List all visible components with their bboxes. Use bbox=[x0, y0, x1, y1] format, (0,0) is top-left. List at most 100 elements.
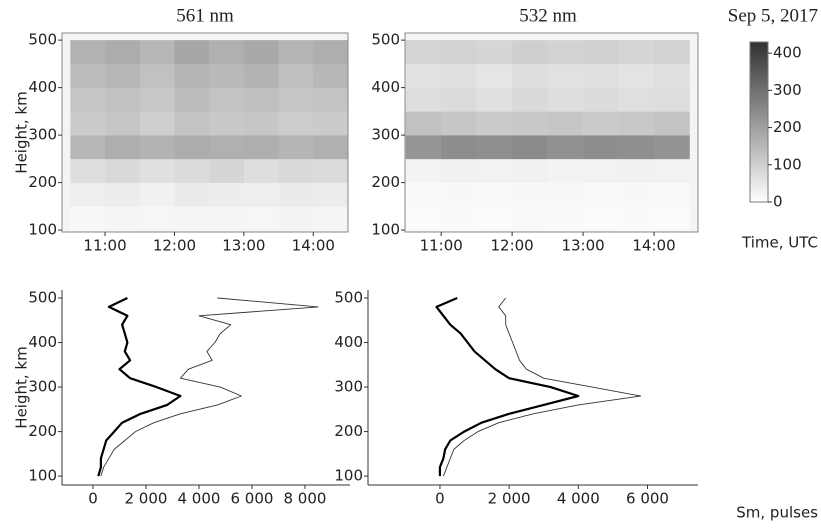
y-axis-label: Height, km bbox=[13, 91, 31, 173]
x-tick-label: 11:00 bbox=[420, 237, 463, 255]
heat-cell bbox=[313, 206, 349, 231]
x-tick-label: 2 000 bbox=[125, 490, 168, 508]
panel-title: 532 nm bbox=[519, 5, 577, 26]
heat-cell bbox=[139, 40, 175, 65]
heat-cell bbox=[583, 206, 619, 231]
heat-cell bbox=[209, 111, 245, 136]
heat-cell bbox=[512, 206, 548, 231]
figure-title: Sep 5, 2017 bbox=[728, 5, 818, 26]
heat-cell bbox=[441, 63, 477, 88]
heat-cell bbox=[278, 135, 314, 160]
heat-cell bbox=[618, 135, 655, 160]
heat-cell bbox=[139, 182, 175, 207]
heat-cell bbox=[278, 158, 314, 183]
heat-cell bbox=[278, 40, 314, 65]
colorbar-tick-label: 100 bbox=[773, 155, 802, 173]
heat-cell bbox=[654, 182, 690, 207]
heat-cell bbox=[209, 40, 245, 65]
heat-cell bbox=[583, 182, 619, 207]
y-tick-label: 500 bbox=[28, 31, 57, 49]
x-tick-label: 2 000 bbox=[488, 490, 531, 508]
heat-cell bbox=[476, 182, 513, 207]
panel-title: 561 nm bbox=[176, 5, 234, 26]
heat-cell bbox=[654, 111, 690, 136]
plot-frame bbox=[404, 32, 699, 233]
y-tick-label: 300 bbox=[371, 126, 400, 144]
heat-cell bbox=[405, 182, 442, 207]
heat-cell bbox=[313, 40, 349, 65]
heat-cell bbox=[278, 111, 314, 136]
profile-line bbox=[100, 297, 319, 477]
colorbar-tick-label: 300 bbox=[773, 81, 802, 99]
x-tick-label: 0 bbox=[435, 490, 445, 508]
y-tick-label: 500 bbox=[28, 289, 57, 307]
heat-cell bbox=[441, 135, 477, 160]
heat-cell bbox=[618, 182, 655, 207]
colorbar-tick-label: 0 bbox=[773, 193, 783, 211]
heat-cell bbox=[547, 206, 584, 231]
heat-cell bbox=[70, 63, 106, 88]
x-tick-label: 0 bbox=[88, 490, 98, 508]
heat-cell bbox=[209, 63, 245, 88]
heat-cell bbox=[313, 182, 349, 207]
y-tick-label: 200 bbox=[371, 173, 400, 191]
heat-cell bbox=[105, 63, 141, 88]
x-tick-label: 6 000 bbox=[230, 490, 273, 508]
y-tick-label: 300 bbox=[28, 126, 57, 144]
x-tick-label: 12:00 bbox=[153, 237, 196, 255]
heat-cell bbox=[405, 158, 442, 183]
heat-cell bbox=[105, 158, 141, 183]
x-tick-label: 13:00 bbox=[222, 237, 265, 255]
heat-cell bbox=[441, 182, 477, 207]
heat-cell bbox=[583, 40, 619, 65]
x-tick-label: 8 000 bbox=[283, 490, 326, 508]
y-tick-label: 100 bbox=[334, 467, 363, 485]
heat-cell bbox=[243, 63, 279, 88]
heat-cell bbox=[105, 135, 141, 160]
x-tick-label: 4 000 bbox=[178, 490, 221, 508]
heat-cell bbox=[105, 182, 141, 207]
heat-cell bbox=[441, 87, 477, 112]
heat-cell bbox=[547, 63, 584, 88]
heat-cell bbox=[476, 158, 513, 183]
y-tick-label: 300 bbox=[28, 378, 57, 396]
heat-cell bbox=[243, 158, 279, 183]
y-tick-label: 100 bbox=[28, 221, 57, 239]
heat-cell bbox=[243, 182, 279, 207]
heat-cell bbox=[174, 158, 210, 183]
heat-cell bbox=[441, 206, 477, 231]
heat-cell bbox=[405, 111, 442, 136]
heat-cell bbox=[618, 87, 655, 112]
heat-cell bbox=[512, 87, 548, 112]
heat-cell bbox=[547, 111, 584, 136]
heat-cell bbox=[654, 40, 690, 65]
y-tick-label: 200 bbox=[334, 422, 363, 440]
heat-cell bbox=[243, 135, 279, 160]
profile-line bbox=[442, 297, 642, 477]
heat-cell bbox=[243, 40, 279, 65]
heat-cell bbox=[476, 87, 513, 112]
heat-cell bbox=[70, 182, 106, 207]
heat-cell bbox=[278, 63, 314, 88]
x-tick-label: 14:00 bbox=[292, 237, 335, 255]
heat-cell bbox=[105, 206, 141, 231]
heat-cell bbox=[209, 182, 245, 207]
heat-cell bbox=[405, 135, 442, 160]
heat-cell bbox=[70, 87, 106, 112]
heat-cell bbox=[174, 182, 210, 207]
heat-cell bbox=[512, 182, 548, 207]
heat-cell bbox=[174, 63, 210, 88]
heat-cell bbox=[476, 111, 513, 136]
heat-cell bbox=[618, 158, 655, 183]
heat-cell bbox=[70, 111, 106, 136]
heat-cell bbox=[547, 182, 584, 207]
colorbar-tick-label: 400 bbox=[773, 44, 802, 62]
heat-cell bbox=[70, 135, 106, 160]
y-tick-label: 400 bbox=[28, 78, 57, 96]
heat-cell bbox=[405, 63, 442, 88]
heat-cell bbox=[313, 111, 349, 136]
heat-cell bbox=[441, 111, 477, 136]
heat-cell bbox=[243, 111, 279, 136]
heat-cell bbox=[70, 206, 106, 231]
heat-cell bbox=[139, 135, 175, 160]
